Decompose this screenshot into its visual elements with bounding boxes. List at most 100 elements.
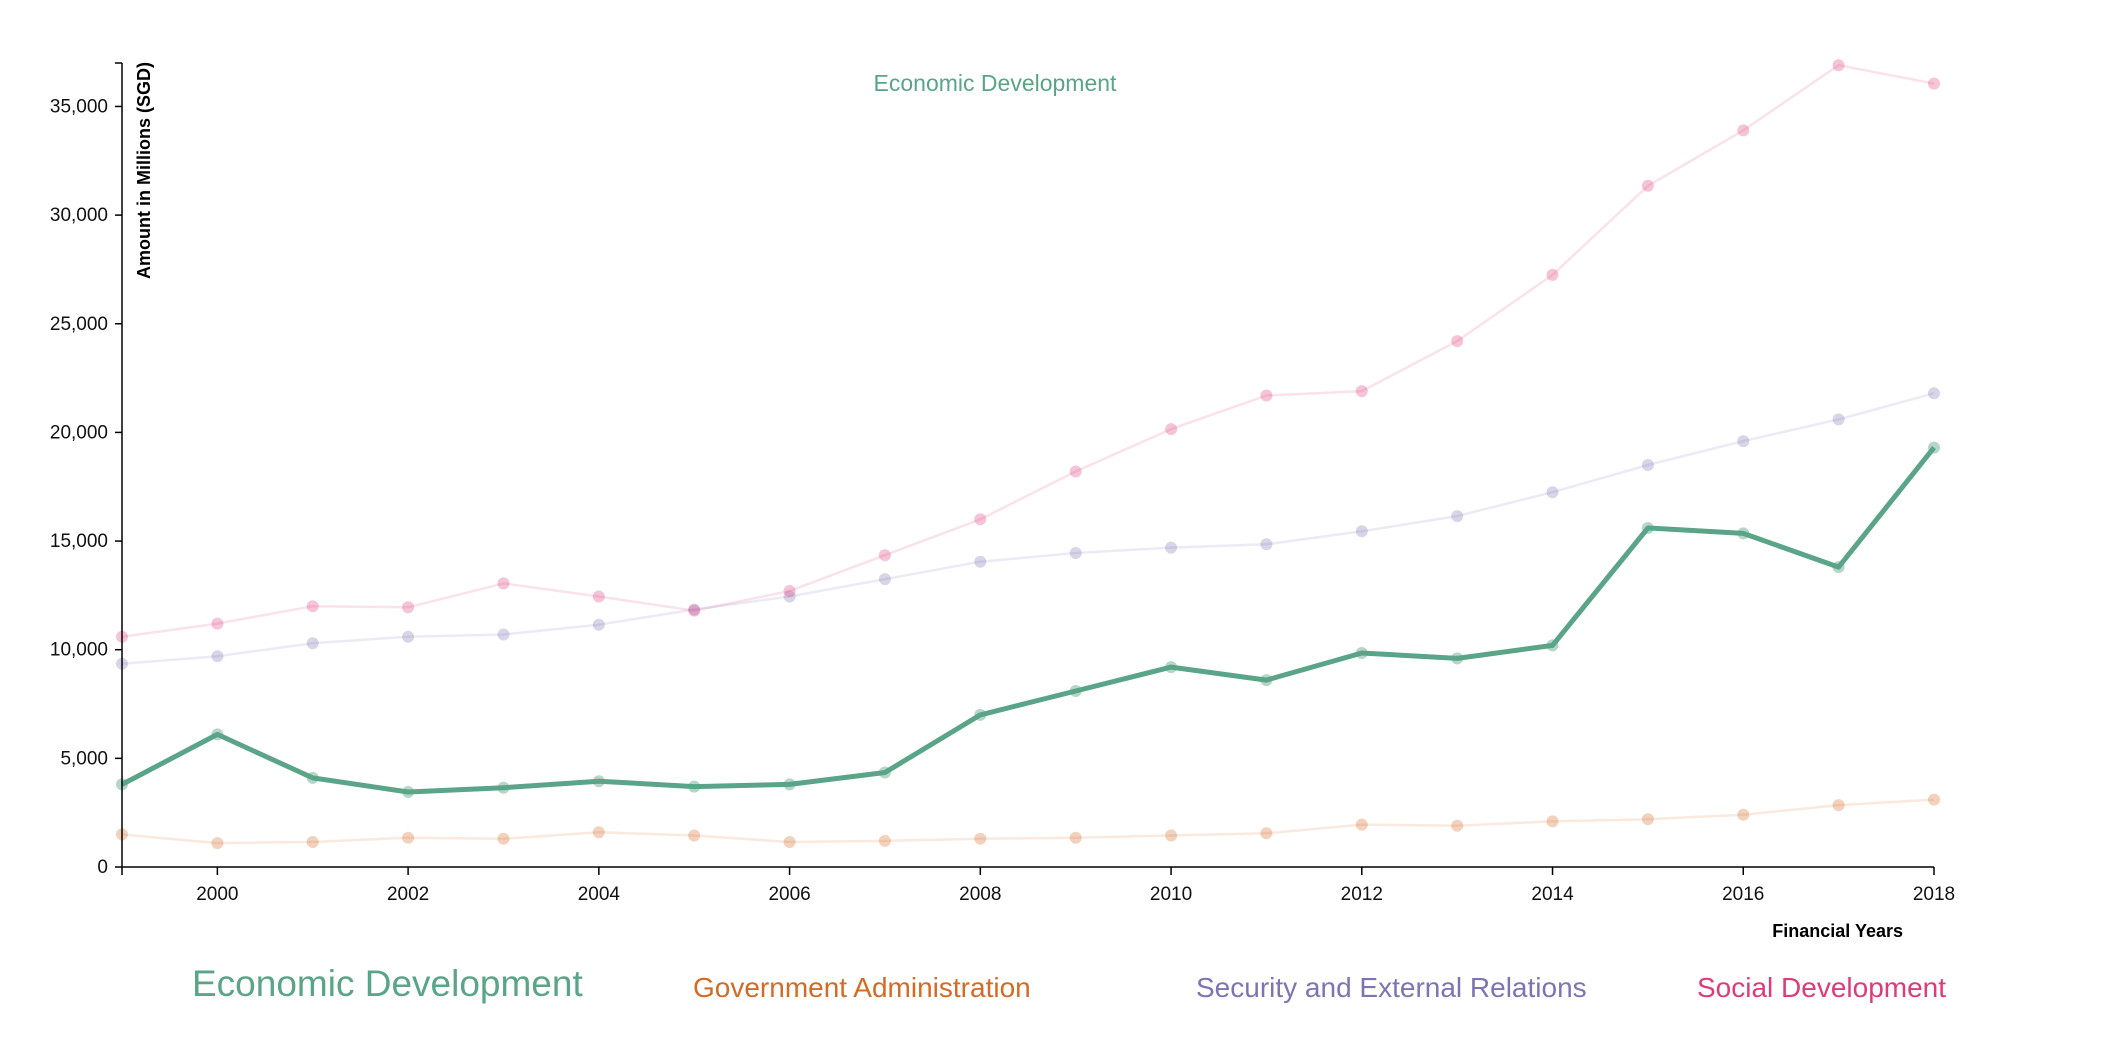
data-point[interactable] — [1451, 335, 1464, 348]
data-point[interactable] — [974, 832, 987, 845]
legend-item-social-development[interactable]: Social Development — [1697, 972, 1947, 1003]
data-point[interactable] — [1832, 413, 1845, 426]
data-point[interactable] — [592, 618, 605, 631]
data-point[interactable] — [688, 829, 701, 842]
y-tick-label: 35,000 — [50, 96, 108, 117]
data-point[interactable] — [306, 637, 319, 650]
data-point[interactable] — [1832, 561, 1845, 574]
data-point[interactable] — [1546, 815, 1559, 828]
data-point[interactable] — [1546, 486, 1559, 499]
data-point[interactable] — [1641, 522, 1654, 534]
data-point[interactable] — [1355, 647, 1368, 659]
data-point[interactable] — [1260, 538, 1273, 551]
data-point[interactable] — [1451, 510, 1464, 523]
data-point[interactable] — [783, 836, 796, 848]
y-axis-title: Amount in Millions (SGD) — [134, 62, 154, 279]
x-axis: 2000 2002 2004 2006 2008 2010 2012 2014 2016 2018 — [121, 866, 1955, 905]
data-point[interactable] — [688, 603, 701, 616]
data-point[interactable] — [1928, 387, 1940, 400]
data-point[interactable] — [783, 590, 796, 603]
data-point[interactable] — [211, 837, 224, 850]
data-point[interactable] — [1737, 527, 1750, 540]
data-point[interactable] — [497, 577, 510, 590]
data-point[interactable] — [1928, 793, 1940, 806]
x-tick-label: 2000 — [196, 884, 238, 905]
data-point[interactable] — [1641, 459, 1654, 471]
x-tick-label: 2010 — [1150, 884, 1192, 905]
data-point[interactable] — [306, 600, 319, 613]
y-axis: 0 5,000 10,000 15,000 20,000 25,000 30,000 35,0… — [50, 62, 123, 878]
data-point[interactable] — [878, 766, 891, 779]
x-tick-label: 2016 — [1722, 884, 1764, 905]
data-point[interactable] — [1165, 829, 1178, 842]
data-point[interactable] — [783, 778, 796, 791]
data-point[interactable] — [878, 573, 891, 586]
data-point[interactable] — [1165, 661, 1178, 674]
data-point[interactable] — [211, 728, 224, 741]
chart-title: Economic Development — [874, 70, 1118, 96]
series-security-and-external-relations — [116, 387, 1940, 670]
data-point[interactable] — [1737, 435, 1750, 448]
data-point[interactable] — [1641, 813, 1654, 826]
data-point[interactable] — [402, 831, 415, 844]
data-point[interactable] — [1546, 639, 1559, 652]
data-point[interactable] — [974, 708, 987, 721]
series-line[interactable] — [120, 446, 1936, 795]
data-point[interactable] — [1832, 59, 1845, 72]
data-point[interactable] — [1737, 124, 1750, 137]
data-point[interactable] — [974, 555, 987, 568]
data-point[interactable] — [1928, 441, 1940, 454]
data-point[interactable] — [497, 832, 510, 845]
data-point[interactable] — [306, 771, 319, 784]
x-tick-label: 2008 — [959, 884, 1001, 905]
data-point[interactable] — [402, 601, 415, 614]
data-point[interactable] — [1451, 819, 1464, 832]
data-point[interactable] — [1832, 799, 1845, 812]
series-line[interactable] — [121, 63, 1935, 638]
data-point[interactable] — [1737, 808, 1750, 821]
data-point[interactable] — [306, 836, 319, 848]
data-point[interactable] — [1641, 179, 1654, 192]
y-tick-label: 15,000 — [50, 531, 108, 552]
series-government-administration — [116, 793, 1940, 850]
legend-item-economic-development[interactable]: Economic Development — [192, 963, 583, 1004]
data-point[interactable] — [592, 590, 605, 603]
data-point[interactable] — [1355, 525, 1368, 538]
data-point[interactable] — [402, 786, 415, 798]
data-point[interactable] — [1069, 465, 1082, 478]
x-tick-label: 2006 — [768, 884, 810, 905]
x-tick-label: 2014 — [1531, 884, 1574, 905]
data-point[interactable] — [402, 630, 415, 643]
data-point[interactable] — [1451, 652, 1464, 665]
data-point[interactable] — [688, 780, 701, 793]
data-point[interactable] — [1069, 685, 1082, 697]
data-point[interactable] — [592, 775, 605, 788]
data-point[interactable] — [1546, 268, 1559, 281]
data-point[interactable] — [497, 628, 510, 641]
data-point[interactable] — [211, 650, 224, 663]
data-point[interactable] — [1260, 827, 1273, 840]
series-line[interactable] — [121, 798, 1935, 845]
data-point[interactable] — [1260, 389, 1273, 402]
data-point[interactable] — [1260, 674, 1273, 687]
data-point[interactable] — [497, 781, 510, 794]
series-line[interactable] — [121, 392, 1935, 666]
data-point[interactable] — [1355, 385, 1368, 398]
data-point[interactable] — [1069, 831, 1082, 844]
data-point[interactable] — [592, 826, 605, 839]
data-point[interactable] — [211, 617, 224, 630]
x-tick-label: 2018 — [1913, 884, 1955, 905]
legend-item-government-administration[interactable]: Government Administration — [693, 972, 1031, 1003]
legend-item-security-and-external-relations[interactable]: Security and External Relations — [1196, 972, 1587, 1003]
data-point[interactable] — [974, 513, 987, 526]
data-point[interactable] — [1355, 818, 1368, 831]
data-point[interactable] — [1928, 77, 1940, 90]
x-tick-label: 2002 — [387, 884, 429, 905]
data-point[interactable] — [878, 549, 891, 562]
data-point[interactable] — [1165, 541, 1178, 554]
data-point[interactable] — [878, 834, 891, 847]
data-point[interactable] — [783, 585, 796, 597]
data-point[interactable] — [1165, 423, 1178, 436]
data-point[interactable] — [1069, 547, 1082, 559]
data-point[interactable] — [688, 604, 701, 617]
